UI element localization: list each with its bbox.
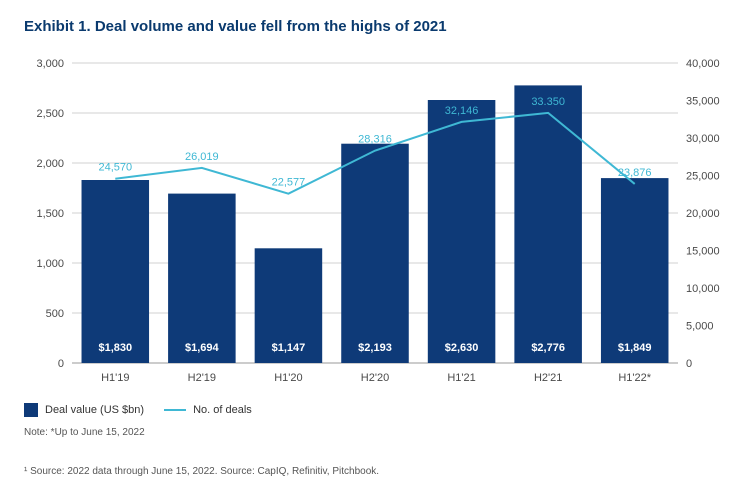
- line-value-label: 22,577: [272, 177, 306, 189]
- y-right-tick: 10,000: [686, 283, 720, 295]
- bar: [428, 100, 496, 363]
- bar-value-label: $1,849: [618, 342, 652, 354]
- bar-value-label: $2,193: [358, 342, 392, 354]
- bar-value-label: $1,147: [272, 342, 306, 354]
- y-right-tick: 15,000: [686, 246, 720, 258]
- chart-title: Exhibit 1. Deal volume and value fell fr…: [24, 18, 726, 35]
- chart-source: ¹ Source: 2022 data through June 15, 202…: [24, 466, 726, 477]
- y-left-tick: 1,000: [36, 258, 64, 270]
- bar: [341, 144, 409, 363]
- legend-swatch-bar: [24, 403, 38, 417]
- y-right-tick: 30,000: [686, 133, 720, 145]
- y-right-tick: 0: [686, 358, 692, 370]
- x-category-label: H2'21: [534, 372, 562, 384]
- x-category-label: H1'21: [447, 372, 475, 384]
- chart-area: 0 500 1,000 1,500 2,000 2,500 3,000 0 5,000 10,00…: [24, 53, 726, 393]
- x-category-label: H2'20: [361, 372, 389, 384]
- legend-swatch-line: [164, 409, 186, 411]
- legend: Deal value (US $bn) No. of deals: [24, 403, 726, 417]
- bar-value-label: $1,830: [98, 342, 132, 354]
- bar: [514, 85, 582, 363]
- line-value-label: 24,570: [98, 162, 132, 174]
- y-right-tick: 40,000: [686, 58, 720, 70]
- bar: [601, 178, 669, 363]
- y-left-tick: 500: [46, 308, 64, 320]
- y-right-tick: 25,000: [686, 171, 720, 183]
- line-value-label: 32,146: [445, 105, 479, 117]
- y-left-tick: 2,000: [36, 158, 64, 170]
- line-value-label: 33.350: [531, 96, 565, 108]
- x-category-label: H1'20: [274, 372, 302, 384]
- legend-line-label: No. of deals: [193, 404, 252, 416]
- legend-item-line: No. of deals: [164, 404, 252, 416]
- line-value-label: 23,876: [618, 167, 652, 179]
- bar-value-label: $1,694: [185, 342, 220, 354]
- y-left-tick: 3,000: [36, 58, 64, 70]
- bar-value-label: $2,776: [531, 342, 565, 354]
- line-value-label: 26,019: [185, 151, 219, 163]
- bar-value-label: $2,630: [445, 342, 479, 354]
- y-right-tick: 5,000: [686, 321, 714, 333]
- bar: [168, 194, 236, 363]
- legend-item-bar: Deal value (US $bn): [24, 403, 144, 417]
- y-right-tick: 20,000: [686, 208, 720, 220]
- chart-note: Note: *Up to June 15, 2022: [24, 427, 726, 438]
- y-left-tick: 2,500: [36, 108, 64, 120]
- x-category-label: H2'19: [188, 372, 216, 384]
- combo-chart: 0 500 1,000 1,500 2,000 2,500 3,000 0 5,000 10,00…: [24, 53, 726, 393]
- y-left-tick: 0: [58, 358, 64, 370]
- bar: [82, 180, 150, 363]
- x-category-label: H1'22*: [618, 372, 651, 384]
- x-category-label: H1'19: [101, 372, 129, 384]
- legend-bar-label: Deal value (US $bn): [45, 404, 144, 416]
- y-left-tick: 1,500: [36, 208, 64, 220]
- line-value-label: 28,316: [358, 134, 392, 146]
- y-right-tick: 35,000: [686, 96, 720, 108]
